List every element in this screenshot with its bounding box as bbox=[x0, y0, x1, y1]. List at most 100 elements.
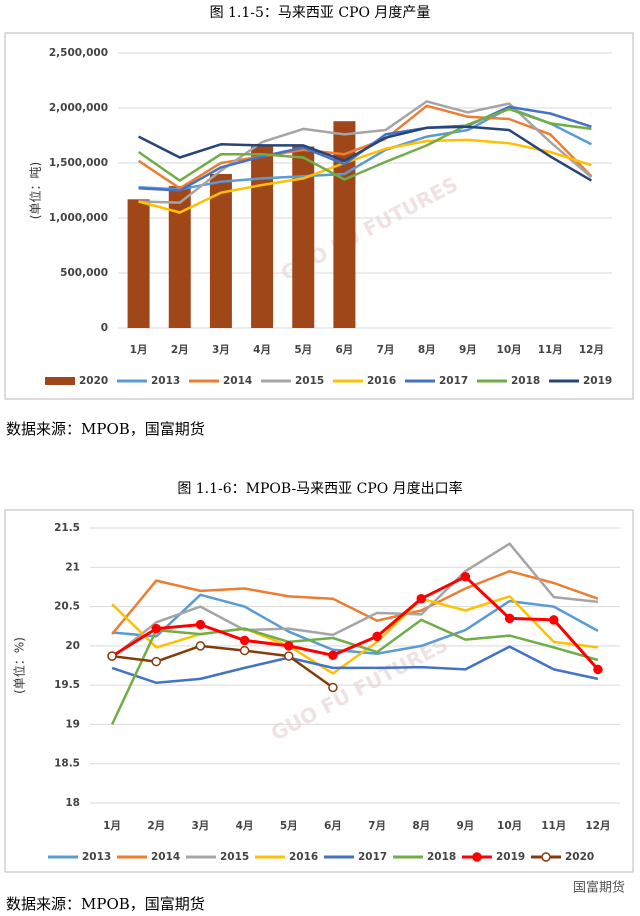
legend-swatch bbox=[45, 377, 75, 385]
x-tick-label: 12月 bbox=[579, 344, 604, 356]
marker bbox=[107, 651, 117, 661]
marker bbox=[195, 641, 206, 651]
line bbox=[138, 125, 593, 182]
chart-title: 图 1.1-5：马来西亚 CPO 月度产量 bbox=[210, 5, 431, 21]
line bbox=[111, 575, 600, 671]
x-tick-label: 7月 bbox=[368, 820, 386, 832]
y-tick-label: 21.5 bbox=[54, 522, 80, 534]
legend-label: 2015 bbox=[220, 851, 249, 863]
legend-label: 2016 bbox=[289, 851, 318, 863]
line bbox=[137, 107, 592, 182]
chart-frame bbox=[4, 32, 634, 400]
source-note: 数据来源：MPOB，国富期货 bbox=[6, 420, 205, 438]
marker bbox=[239, 635, 250, 646]
x-tick-label: 9月 bbox=[459, 344, 477, 356]
legend-label: 2018 bbox=[427, 851, 456, 863]
brand: 国富期货 bbox=[573, 880, 625, 896]
bar bbox=[127, 199, 150, 328]
y-tick-label: 20.5 bbox=[54, 601, 80, 613]
line bbox=[138, 100, 593, 204]
marker bbox=[372, 631, 382, 642]
y-tick-label: 2,500,000 bbox=[49, 47, 108, 59]
chart-title: 图 1.1-6：MPOB-马来西亚 CPO 月度出口率 bbox=[177, 480, 462, 497]
line bbox=[111, 593, 599, 655]
legend-marker bbox=[472, 852, 482, 862]
marker bbox=[195, 619, 206, 630]
marker bbox=[284, 641, 294, 651]
x-tick-label: 5月 bbox=[294, 344, 312, 356]
y-tick-label: 1,500,000 bbox=[49, 157, 108, 169]
marker bbox=[239, 645, 250, 656]
y-tick-label: 18 bbox=[65, 797, 80, 809]
x-tick-label: 11月 bbox=[541, 820, 566, 832]
y-tick-label: 20 bbox=[65, 640, 80, 652]
legend-label: 2014 bbox=[223, 375, 252, 387]
x-tick-label: 8月 bbox=[412, 820, 430, 832]
x-tick-label: 3月 bbox=[212, 344, 230, 356]
marker bbox=[549, 615, 559, 625]
line bbox=[111, 569, 599, 635]
x-tick-label: 5月 bbox=[280, 820, 298, 832]
y-tick-label: 0 bbox=[101, 322, 108, 334]
marker bbox=[328, 650, 338, 661]
x-tick-label: 12月 bbox=[585, 820, 610, 832]
x-tick-label: 4月 bbox=[253, 344, 271, 356]
legend-label: 2018 bbox=[511, 375, 540, 387]
line bbox=[111, 644, 334, 689]
x-tick-label: 3月 bbox=[192, 820, 210, 832]
chart-frame bbox=[4, 509, 634, 873]
marker bbox=[460, 571, 471, 582]
bar bbox=[209, 174, 232, 328]
x-tick-label: 11月 bbox=[538, 344, 563, 356]
x-tick-label: 1月 bbox=[130, 344, 148, 356]
legend-label: 2019 bbox=[583, 375, 612, 387]
legend-marker bbox=[541, 852, 551, 862]
y-tick-label: 500,000 bbox=[60, 267, 108, 279]
line bbox=[138, 138, 592, 214]
y-axis-label: (单位：吨) bbox=[28, 162, 43, 219]
x-tick-label: 6月 bbox=[324, 820, 342, 832]
bar bbox=[292, 146, 315, 328]
x-tick-label: 1月 bbox=[103, 820, 121, 832]
legend-label: 2013 bbox=[82, 851, 111, 863]
marker bbox=[504, 613, 515, 624]
marker bbox=[328, 682, 338, 693]
legend-label: 2017 bbox=[439, 375, 468, 387]
source-note: 数据来源：MPOB，国富期货 bbox=[6, 895, 205, 913]
marker bbox=[151, 656, 161, 667]
y-tick-label: 21 bbox=[65, 561, 80, 573]
y-tick-label: 2,000,000 bbox=[49, 102, 108, 114]
y-axis-label: (单位：%) bbox=[12, 637, 27, 694]
marker bbox=[284, 651, 294, 661]
line bbox=[110, 618, 599, 725]
bar bbox=[168, 186, 191, 328]
legend-label: 2014 bbox=[151, 851, 180, 863]
marker bbox=[416, 593, 426, 604]
marker bbox=[593, 664, 603, 675]
x-tick-label: 7月 bbox=[377, 344, 395, 356]
legend-label: 2013 bbox=[151, 375, 180, 387]
legend-label: 2020 bbox=[79, 375, 108, 387]
legend-label: 2019 bbox=[496, 851, 525, 863]
line bbox=[111, 595, 599, 675]
y-tick-label: 1,000,000 bbox=[49, 212, 108, 224]
legend-label: 2017 bbox=[358, 851, 387, 863]
x-tick-label: 10月 bbox=[497, 344, 522, 356]
y-tick-label: 19.5 bbox=[54, 679, 80, 691]
x-tick-label: 2月 bbox=[171, 344, 189, 356]
bar bbox=[251, 146, 274, 328]
legend-label: 2015 bbox=[295, 375, 324, 387]
x-tick-label: 10月 bbox=[497, 820, 522, 832]
line bbox=[137, 104, 593, 190]
legend-label: 2016 bbox=[367, 375, 396, 387]
legend-label: 2020 bbox=[565, 851, 594, 863]
x-tick-label: 2月 bbox=[147, 820, 165, 832]
marker bbox=[151, 623, 161, 634]
x-tick-label: 4月 bbox=[236, 820, 254, 832]
x-tick-label: 6月 bbox=[336, 344, 354, 356]
y-tick-label: 18.5 bbox=[54, 758, 80, 770]
y-tick-label: 19 bbox=[65, 718, 80, 730]
line bbox=[111, 645, 599, 685]
x-tick-label: 8月 bbox=[418, 344, 436, 356]
